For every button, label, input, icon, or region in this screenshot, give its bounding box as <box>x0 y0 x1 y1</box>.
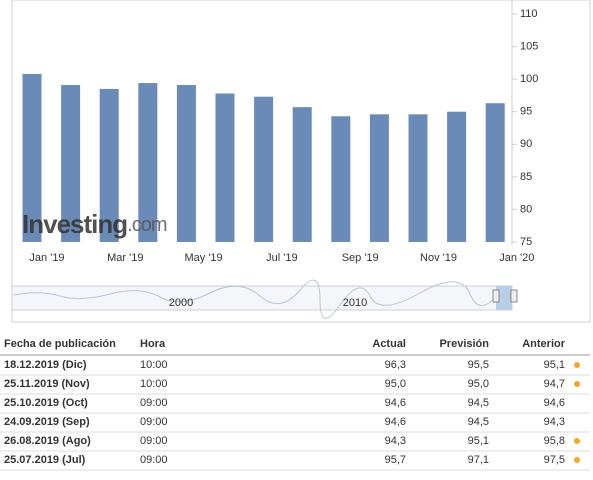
table-cell: 94,6 <box>385 397 406 409</box>
x-tick-label: Jul '19 <box>266 252 297 264</box>
bar <box>215 93 235 242</box>
table-header: Previsión <box>439 338 489 350</box>
y-tick-label: 80 <box>520 203 532 215</box>
table-cell: 96,3 <box>385 359 406 371</box>
y-tick-label: 75 <box>520 236 532 248</box>
table-cell: 97,5 <box>544 454 565 466</box>
watermark: Investing.com <box>22 209 167 239</box>
y-tick-label: 110 <box>520 8 538 20</box>
table-cell: 94,7 <box>544 378 565 390</box>
y-tick-label: 90 <box>520 138 532 150</box>
bar <box>447 111 467 242</box>
table-cell: 10:00 <box>140 359 168 371</box>
navigator-handle[interactable] <box>492 289 500 303</box>
table-cell: 94,3 <box>544 416 565 428</box>
table-cell: 95,0 <box>468 378 489 390</box>
bar <box>138 83 158 243</box>
table-cell: 09:00 <box>140 416 168 428</box>
revised-dot <box>574 362 580 368</box>
x-tick-label: Nov '19 <box>420 252 457 264</box>
watermark-suffix: .com <box>127 214 167 236</box>
table-cell: 95,8 <box>544 435 565 447</box>
x-tick-label: Sep '19 <box>342 252 379 264</box>
table-cell: 10:00 <box>140 378 168 390</box>
revised-dot <box>574 381 580 387</box>
table-header: Fecha de publicación <box>4 338 116 350</box>
table-cell: 95,1 <box>544 359 565 371</box>
table-cell: 94,5 <box>468 416 489 428</box>
bar <box>408 114 428 242</box>
table-cell: 09:00 <box>140 435 168 447</box>
bar <box>61 85 81 243</box>
table-cell: 95,0 <box>385 378 406 390</box>
table-cell: 09:00 <box>140 454 168 466</box>
navigator-line <box>13 279 501 319</box>
table-cell: 95,1 <box>468 435 489 447</box>
bar <box>369 114 389 242</box>
y-tick-label: 100 <box>520 73 538 85</box>
table-cell: 18.12.2019 (Dic) <box>4 359 87 371</box>
x-tick-label: Jan '20 <box>499 252 534 264</box>
table-cell: 25.11.2019 (Nov) <box>4 378 90 390</box>
navigator-label: 2000 <box>169 297 193 309</box>
x-tick-label: May '19 <box>185 252 223 264</box>
y-tick-label: 85 <box>520 171 532 183</box>
y-tick-label: 105 <box>520 40 538 52</box>
table-header: Hora <box>140 338 166 350</box>
table-cell: 97,1 <box>468 454 489 466</box>
table-cell: 26.08.2019 (Ago) <box>4 435 91 447</box>
revised-dot <box>574 457 580 463</box>
table-cell: 25.07.2019 (Jul) <box>4 454 86 466</box>
table-cell: 95,5 <box>468 359 489 371</box>
table-cell: 24.09.2019 (Sep) <box>4 416 90 428</box>
x-tick-label: Jan '19 <box>29 252 64 264</box>
navigator-handle[interactable] <box>510 289 518 303</box>
bar <box>485 103 505 242</box>
table-cell: 94,6 <box>544 397 565 409</box>
bar <box>331 116 351 242</box>
table-cell: 94,3 <box>385 435 406 447</box>
table-cell: 94,5 <box>468 397 489 409</box>
table-header: Anterior <box>522 338 566 350</box>
bar <box>22 73 42 242</box>
bar <box>176 85 196 243</box>
table-cell: 94,6 <box>385 416 406 428</box>
revised-dot <box>574 438 580 444</box>
bar <box>254 96 274 242</box>
bar <box>292 107 312 242</box>
watermark-text: Investing <box>22 209 127 239</box>
x-tick-label: Mar '19 <box>107 252 143 264</box>
table-cell: 25.10.2019 (Oct) <box>4 397 88 409</box>
table-header: Actual <box>372 338 406 350</box>
navigator-selection <box>496 286 512 310</box>
navigator-label: 2010 <box>343 297 367 309</box>
y-tick-label: 95 <box>520 106 532 118</box>
bar <box>99 88 119 243</box>
table-cell: 95,7 <box>385 454 406 466</box>
table-cell: 09:00 <box>140 397 168 409</box>
